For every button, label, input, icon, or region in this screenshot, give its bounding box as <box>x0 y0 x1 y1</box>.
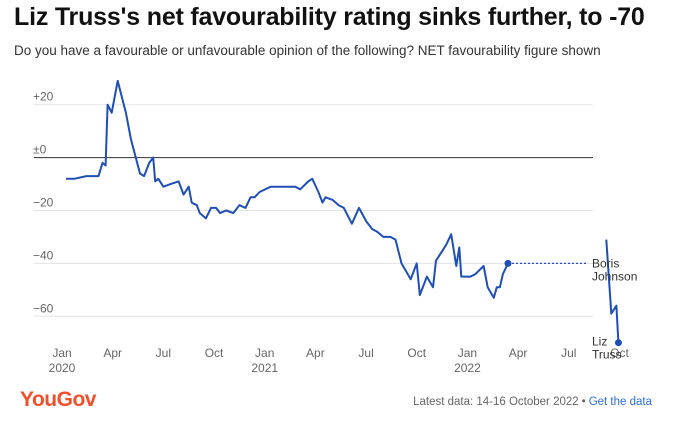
y-tick-label: −60 <box>33 301 54 315</box>
y-tick-label: −20 <box>33 196 54 210</box>
get-the-data-link[interactable]: Get the data <box>588 396 652 408</box>
latest-data-text: Latest data: 14-16 October 2022 <box>413 396 579 408</box>
x-tick-label: Apr <box>103 346 122 360</box>
x-tick-label: Oct <box>407 346 426 360</box>
x-tick-label: Jul <box>358 346 373 360</box>
series-label: Boris <box>592 256 619 270</box>
series-line-boris-johnson <box>66 79 509 299</box>
series-lines <box>66 79 620 343</box>
x-tick-label: Apr <box>306 346 325 360</box>
footer-separator: • <box>581 396 586 408</box>
x-year-label: 2022 <box>454 361 481 375</box>
x-tick-label: Oct <box>610 346 629 360</box>
x-year-label: 2021 <box>251 361 278 375</box>
x-tick-label: Jul <box>156 346 171 360</box>
x-tick-label: Apr <box>509 346 528 360</box>
x-tick-label: Jan <box>52 346 71 360</box>
x-tick-label: Oct <box>205 346 224 360</box>
footer-source: Latest data: 14-16 October 2022 • Get the … <box>413 396 652 408</box>
series-line-liz-truss <box>605 239 620 343</box>
series-label: Liz <box>592 335 607 349</box>
series-label: Truss <box>592 348 622 362</box>
x-tick-label: Jul <box>561 346 576 360</box>
gridlines <box>34 104 593 317</box>
y-axis: +20 ±0 −20 −40 −60 <box>33 90 54 316</box>
end-marker <box>614 339 622 347</box>
yougov-logo[interactable]: YouGov <box>20 388 96 411</box>
chart-title: Liz Truss's net favourability rating sin… <box>14 3 645 31</box>
y-tick-label: ±0 <box>33 143 47 157</box>
x-tick-label: Jan <box>255 346 274 360</box>
chart-subtitle: Do you have a favourable or unfavourable… <box>14 43 601 58</box>
x-year-label: 2020 <box>49 361 76 375</box>
series-label: Johnson <box>592 269 637 283</box>
y-tick-label: +20 <box>33 90 54 104</box>
x-tick-label: Jan <box>458 346 477 360</box>
y-tick-label: −40 <box>33 248 54 262</box>
